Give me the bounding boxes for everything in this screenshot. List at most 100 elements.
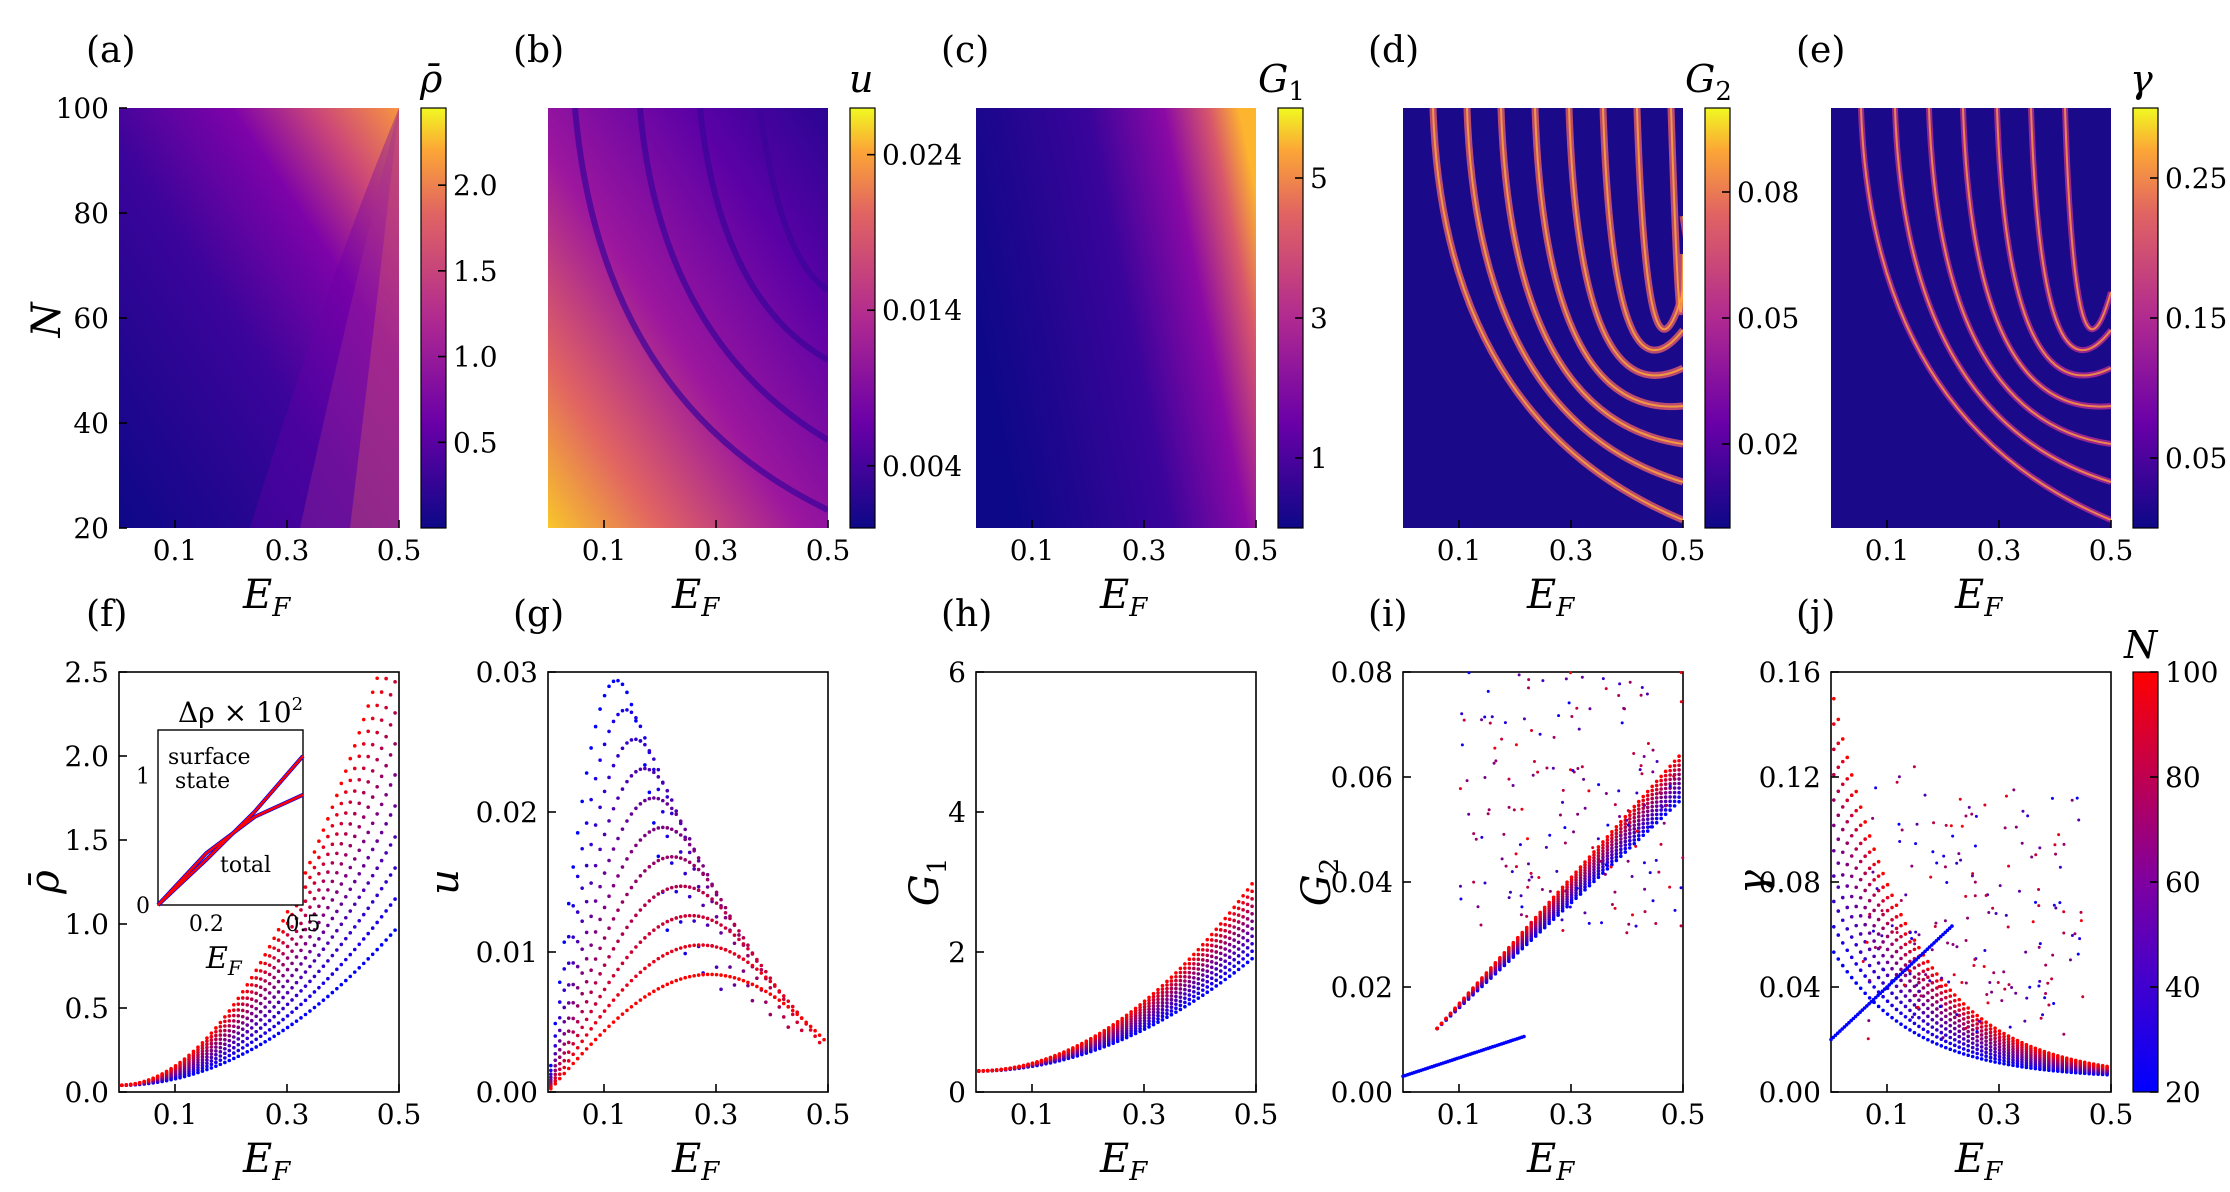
data-point <box>648 899 652 903</box>
data-point <box>1615 828 1619 832</box>
data-point <box>1458 1001 1462 1005</box>
data-point <box>1922 970 1926 974</box>
data-point <box>1886 909 1890 913</box>
data-point <box>1152 1001 1156 1005</box>
data-point <box>786 1025 790 1029</box>
data-point <box>1062 1050 1066 1054</box>
data-point <box>657 925 661 929</box>
data-point <box>598 1033 602 1037</box>
data-point <box>299 962 303 966</box>
data-point <box>331 824 335 828</box>
data-point <box>1926 983 1930 987</box>
data-point <box>174 1064 178 1068</box>
data-point <box>1646 829 1650 833</box>
data-point <box>1655 800 1659 804</box>
data-point <box>1583 911 1586 914</box>
data-point <box>612 680 616 684</box>
data-point <box>2079 911 2082 914</box>
data-point <box>205 1065 209 1069</box>
data-point <box>2096 1063 2100 1067</box>
data-point <box>1504 721 1507 724</box>
data-point <box>1940 1031 1944 1035</box>
data-point <box>1179 967 1183 971</box>
data-point <box>1179 975 1183 979</box>
data-point <box>1972 964 1975 967</box>
data-point <box>205 1058 209 1062</box>
data-point <box>1170 987 1174 991</box>
data-point <box>1237 900 1241 904</box>
data-point <box>326 977 330 981</box>
data-point <box>1926 1030 1930 1034</box>
data-point <box>1568 701 1571 704</box>
data-point <box>259 994 263 998</box>
data-point <box>652 821 656 825</box>
data-point <box>1627 860 1630 863</box>
data-point <box>1968 806 1971 809</box>
data-point <box>719 931 723 935</box>
data-point <box>607 894 611 898</box>
data-point <box>558 1000 562 1004</box>
data-point <box>683 838 687 842</box>
data-point <box>1845 841 1849 845</box>
data-point <box>1619 820 1623 824</box>
data-point <box>1929 876 1932 879</box>
ytick-label-a: 20 <box>73 512 109 545</box>
data-point <box>375 839 379 843</box>
data-point <box>1836 933 1840 937</box>
data-point <box>228 1059 232 1063</box>
data-point <box>1908 940 1912 944</box>
data-point <box>589 990 593 994</box>
data-point <box>1472 832 1475 835</box>
data-point <box>1183 1001 1187 1005</box>
data-point <box>683 952 687 956</box>
data-point <box>1183 992 1187 996</box>
data-point <box>1832 722 1836 726</box>
data-point <box>2071 934 2074 937</box>
data-point <box>1250 919 1254 923</box>
data-point <box>1214 961 1218 965</box>
data-point <box>313 959 317 963</box>
data-point <box>326 941 330 945</box>
data-point <box>335 832 339 836</box>
data-point <box>1246 939 1250 943</box>
data-point <box>1197 953 1201 957</box>
data-point <box>1205 980 1209 984</box>
data-point <box>375 894 379 898</box>
data-point <box>1574 870 1578 874</box>
data-point <box>1637 826 1641 830</box>
data-point <box>1989 1038 1993 1042</box>
data-point <box>1953 1049 1957 1053</box>
data-point <box>1917 946 1921 950</box>
cb-label-e: γ <box>2130 57 2153 101</box>
data-point <box>210 1049 214 1053</box>
data-point <box>567 935 571 939</box>
data-point <box>1156 1017 1160 1021</box>
data-point <box>661 889 665 893</box>
data-point <box>1867 1019 1870 1022</box>
data-point <box>1859 823 1863 827</box>
data-point <box>1605 863 1608 866</box>
data-point <box>1668 769 1672 773</box>
xlabel-sub: F <box>1128 593 1148 623</box>
data-point <box>679 850 683 854</box>
data-point <box>1188 966 1192 970</box>
data-point <box>1228 924 1232 928</box>
data-point <box>715 921 719 925</box>
data-point <box>1673 786 1677 790</box>
data-point <box>1489 722 1492 725</box>
data-point <box>1917 972 1921 976</box>
data-point <box>245 1050 249 1054</box>
ytick-label-h: 4 <box>948 796 966 829</box>
data-point <box>241 996 245 1000</box>
data-point <box>697 943 701 947</box>
data-point <box>1895 1008 1899 1012</box>
data-point <box>1460 712 1463 715</box>
data-point <box>607 859 611 863</box>
data-point <box>1147 996 1151 1000</box>
data-point <box>1232 938 1236 942</box>
data-point <box>357 801 361 805</box>
data-point <box>1541 679 1544 682</box>
data-point <box>1174 979 1178 983</box>
data-point <box>2057 833 2060 836</box>
data-point <box>692 944 696 948</box>
